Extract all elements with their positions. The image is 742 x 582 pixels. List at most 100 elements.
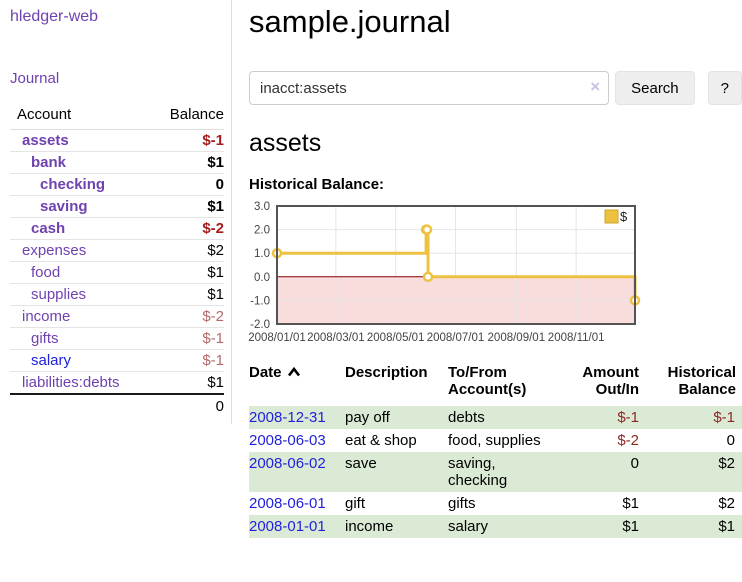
register-accounts-cell: debts [448,409,485,426]
sidebar-item-journal[interactable]: Journal [10,70,60,87]
transaction-date-link[interactable]: 2008-01-01 [249,518,326,535]
search-input-wrap: × [249,71,610,105]
register-header-description: Description [345,364,428,381]
register-accounts-cell: food, supplies [448,432,541,449]
x-axis-tick-label: 2008/05/01 [367,332,425,344]
register-balance-cell: 0 [726,432,735,449]
account-link[interactable]: gifts [31,330,59,347]
sidebar-account-row: supplies $1 [10,283,224,306]
account-link[interactable]: cash [31,220,66,237]
x-axis-tick-label: 2008/11/01 [548,332,605,344]
y-axis-tick-label: 3.0 [254,201,270,213]
register-header-date-label: Date [249,364,282,381]
register-date-cell: 2008-06-03 [249,429,345,452]
accounts-total-row: 0 [10,393,224,418]
account-link[interactable]: expenses [22,242,87,259]
account-link[interactable]: supplies [31,286,87,303]
transaction-date-link[interactable]: 2008-06-03 [249,432,326,449]
register-date-cell: 2008-06-01 [249,492,345,515]
account-link[interactable]: liabilities:debts [22,374,120,391]
account-title: assets [249,129,322,157]
brand-link[interactable]: hledger-web [10,8,99,25]
search-form: × Search ? [249,71,742,105]
sidebar-account-row: expenses $2 [10,239,224,262]
sidebar-account-row: cash $-2 [10,217,224,240]
account-link[interactable]: income [22,308,71,325]
account-balance: $-1 [153,327,224,350]
sidebar-account-row: food $1 [10,261,224,284]
page-title: sample.journal [249,4,451,39]
account-balance: 0 [153,173,224,196]
accounts-table: Account Balance assets $-1 bank $1 checking 0… [10,104,224,418]
x-axis-tick-label: 2008/09/01 [488,332,546,344]
account-link[interactable]: saving [40,198,88,215]
register-amount-cell: $1 [622,518,639,535]
register-row: 2008-12-31 pay off debts $-1 $-1 [249,406,742,429]
register-balance-cell: $1 [718,518,735,535]
register-amount-cell: $-2 [617,432,639,449]
accounts-header-account: Account [10,104,154,130]
account-link[interactable]: checking [40,176,106,193]
account-link[interactable]: salary [31,352,72,369]
register-date-cell: 2008-06-02 [249,452,345,492]
register-amount-cell: $1 [622,495,639,512]
register-header-balance: Historical Balance [667,364,736,398]
accounts-header-balance: Balance [153,104,224,130]
y-axis-tick-label: 1.0 [254,248,270,260]
account-balance: $1 [153,261,224,284]
y-axis-tick-label: 2.0 [254,225,270,237]
x-axis-tick-label: 2008/07/01 [427,332,485,344]
register-date-cell: 2008-12-31 [249,406,345,429]
register-header-date[interactable]: Date [249,364,345,406]
data-point-marker [422,271,434,283]
main-content: sample.journal × Search ? assets Histori… [248,4,742,538]
sidebar-account-row: income $-2 [10,305,224,328]
register-date-cell: 2008-01-01 [249,515,345,538]
account-balance: $1 [153,151,224,174]
register-row: 2008-01-01 income salary $1 $1 [249,515,742,538]
account-link[interactable]: assets [22,132,69,149]
account-link[interactable]: food [31,264,61,281]
register-description-cell: pay off [345,409,390,426]
register-row: 2008-06-01 gift gifts $1 $2 [249,492,742,515]
accounts-total-value: 0 [10,393,224,418]
y-axis-tick-label: -1.0 [250,295,270,307]
register-table: Date Description To/From Account(s) Amou… [249,364,742,538]
accounts-table-header: Account Balance [10,104,224,130]
sidebar-account-row: assets $-1 [10,130,224,152]
register-header-accounts: To/From Account(s) [448,364,527,398]
register-accounts-cell: gifts [448,495,476,512]
account-balance: $-1 [202,132,224,149]
register-description-cell: save [345,455,377,472]
register-balance-cell: $2 [718,495,735,512]
account-balance: $-1 [153,349,224,372]
register-accounts-cell: saving, checking [448,455,508,489]
x-axis-tick-label: 2008/03/01 [307,332,365,344]
x-axis-tick-label: 2008/01/01 [248,332,306,344]
transaction-date-link[interactable]: 2008-06-01 [249,495,326,512]
account-link[interactable]: bank [31,154,67,171]
transaction-date-link[interactable]: 2008-06-02 [249,455,326,472]
chart-label: Historical Balance: [249,176,385,193]
register-balance-cell: $-1 [713,409,735,426]
register-header-amount: Amount Out/In [582,364,639,398]
help-button[interactable]: ? [707,71,742,105]
transaction-date-link[interactable]: 2008-12-31 [249,409,326,426]
account-balance: $-2 [153,217,224,240]
sidebar-account-row: salary $-1 [10,349,224,372]
register-amount-cell: 0 [630,455,639,472]
sidebar: hledger-web Journal Account Balance asse… [0,0,232,424]
search-button[interactable]: Search [615,71,695,105]
search-input[interactable] [249,71,610,105]
sidebar-account-row: liabilities:debts $1 [10,371,224,394]
sort-ascending-icon [287,366,300,377]
data-point-marker [421,224,433,235]
register-description-cell: income [345,518,394,535]
sidebar-account-row: saving $1 [10,195,224,218]
register-accounts-cell: salary [448,518,489,535]
sidebar-account-row: gifts $-1 [10,327,224,350]
register-row: 2008-06-03 eat & shop food, supplies $-2 0 [249,429,742,452]
clear-search-icon[interactable]: × [590,77,601,96]
register-description-cell: gift [345,495,366,512]
